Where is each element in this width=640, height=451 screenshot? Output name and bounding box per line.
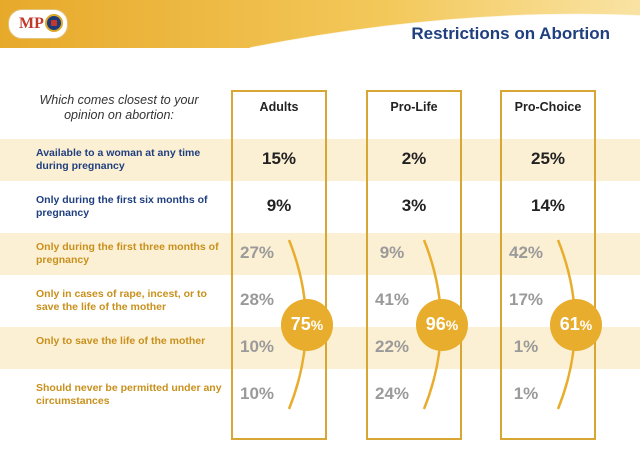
- value-cell: 10%: [239, 384, 275, 403]
- value-cell: 1%: [513, 384, 539, 403]
- value-cell: 10%: [239, 337, 275, 356]
- total-circle: 75%: [281, 298, 333, 351]
- total-unit: %: [310, 316, 324, 333]
- value-cell: 27%: [239, 243, 275, 262]
- column-header: Adults: [259, 100, 299, 114]
- column-frame: [231, 90, 327, 440]
- value-cell: 2%: [401, 149, 427, 168]
- row-label: Available to a woman at any time during …: [36, 147, 201, 172]
- page-title: Restrictions on Abortion: [411, 24, 610, 43]
- value-cell: 28%: [239, 290, 275, 309]
- column-frame: [500, 90, 596, 440]
- value-cell: 15%: [261, 149, 297, 168]
- total-value: 96: [425, 314, 446, 334]
- row-label: Only to save the life of the mother: [36, 335, 206, 347]
- value-cell: 24%: [374, 384, 410, 403]
- row-label: Only during the first six months of preg…: [36, 194, 208, 219]
- value-cell: 9%: [266, 196, 292, 215]
- row-label: Should never be permitted under any circ…: [36, 382, 222, 407]
- column-header: Pro-Life: [390, 100, 438, 114]
- question-text: Which comes closest to your opinion on a…: [39, 93, 199, 122]
- total-unit: %: [445, 316, 459, 333]
- value-cell: 25%: [530, 149, 566, 168]
- value-cell: 3%: [401, 196, 427, 215]
- value-cell: 9%: [379, 243, 405, 262]
- row-band: [0, 233, 640, 275]
- total-value: 61: [559, 314, 580, 334]
- column-header: Pro-Choice: [514, 100, 582, 114]
- value-cell: 17%: [508, 290, 544, 309]
- value-cell: 41%: [374, 290, 410, 309]
- logo: MP: [8, 9, 68, 39]
- total-circle: 96%: [416, 298, 468, 351]
- row-label: Only in cases of rape, incest, or to sav…: [36, 288, 207, 313]
- emblem-icon: [45, 14, 63, 32]
- total-unit: %: [579, 316, 593, 333]
- header-banner: [0, 0, 640, 49]
- value-cell: 14%: [530, 196, 566, 215]
- value-cell: 1%: [513, 337, 539, 356]
- logo-text: MP: [19, 15, 44, 32]
- value-cell: 22%: [374, 337, 410, 356]
- total-circle: 61%: [550, 298, 602, 351]
- total-value: 75: [290, 314, 311, 334]
- value-cell: 42%: [508, 243, 544, 262]
- column-frame: [366, 90, 462, 440]
- row-band: [0, 139, 640, 181]
- row-label: Only during the first three months of pr…: [36, 241, 219, 266]
